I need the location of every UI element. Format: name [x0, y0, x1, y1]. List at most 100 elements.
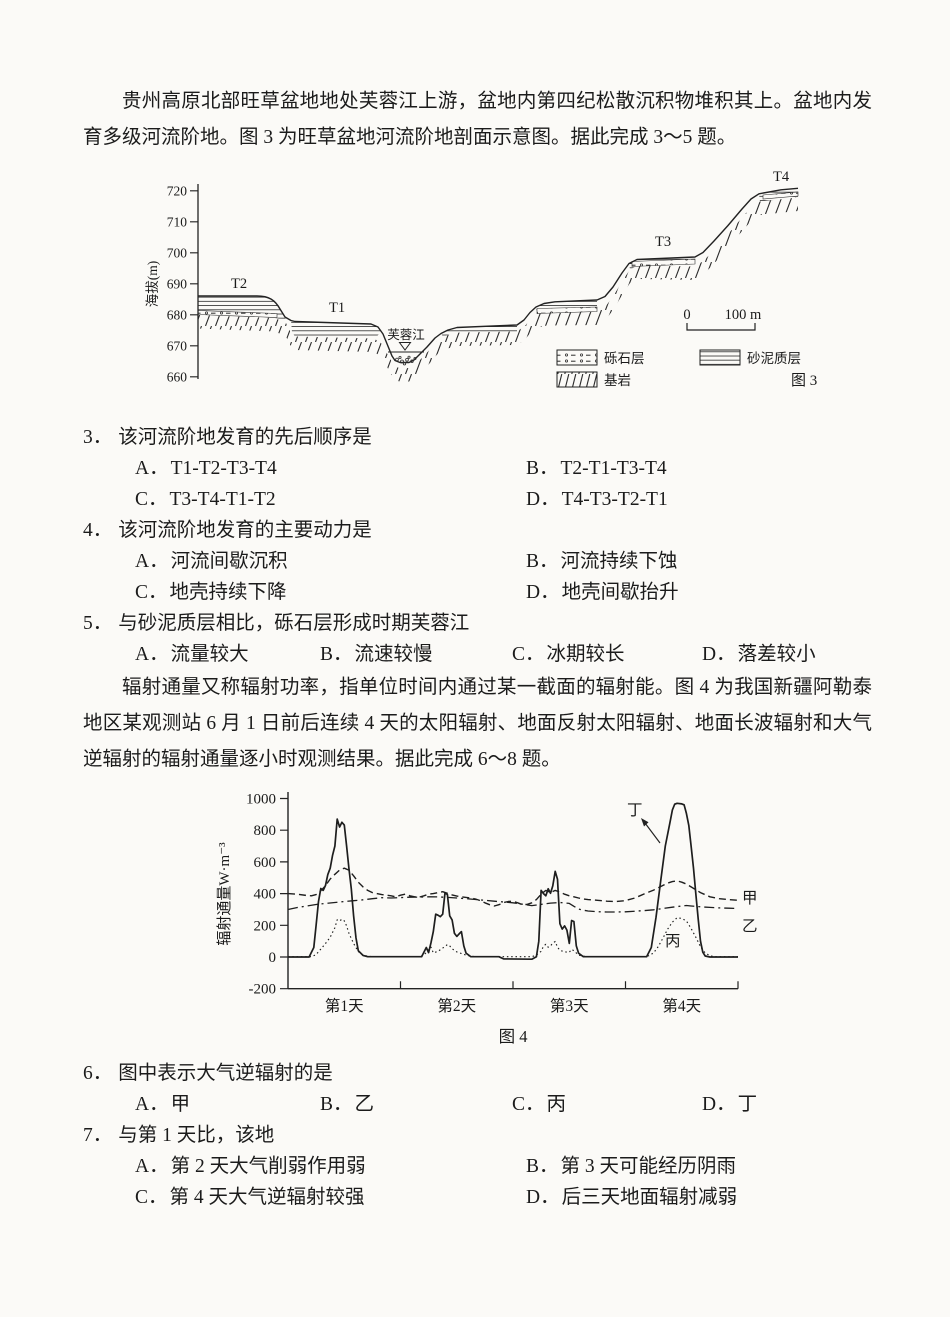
option-text: 流速较慢 — [354, 644, 433, 665]
option-label: B． — [320, 644, 353, 665]
option-text: T1-T2-T3-T4 — [170, 458, 277, 479]
f4-tick-1000: 1000 — [246, 792, 276, 808]
option-label: C． — [512, 1094, 545, 1115]
figure3-terrace-profile-diagram: 720 710 700 690 680 670 660 海拔(m) T2 T1 … — [145, 169, 817, 389]
question-number: 6． — [83, 1063, 113, 1084]
scale-hundred: 100 m — [725, 307, 762, 323]
question-heading: 4． 该河流阶地发育的主要动力是 — [83, 515, 872, 546]
intro-paragraph-radiation: 辐射通量又称辐射功率，指单位时间内通过某一截面的辐射能。图 4 为我国新疆阿勒泰… — [83, 677, 872, 770]
legend-gravel-label: 砾石层 — [604, 351, 645, 366]
question-text: 与砂泥质层相比，砾石层形成时期芙蓉江 — [118, 613, 470, 634]
question-heading: 7． 与第 1 天比，该地 — [83, 1120, 872, 1151]
option-text: 落差较小 — [737, 644, 816, 665]
option-4-B: B． 河流持续下蚀 — [526, 551, 678, 572]
label-t3: T3 — [655, 234, 671, 250]
question-5: 5． 与砂泥质层相比，砾石层形成时期芙蓉江 A． 流量较大 B． 流速较慢 C． 冰期较长 D．… — [83, 608, 872, 670]
river-water — [388, 342, 424, 366]
option-7-B: B．第 3 天可能经历阴雨 — [526, 1156, 736, 1177]
option-label: B． — [526, 551, 559, 572]
option-4-C: C． 地壳持续下降 — [135, 577, 526, 608]
option-7-D: D． 后三天地面辐射减弱 — [526, 1187, 737, 1208]
option-label: D． — [702, 644, 736, 665]
option-label: A． — [135, 551, 169, 572]
figure3-y-axis-label: 海拔(m) — [145, 261, 160, 308]
terrain-surface-line — [198, 187, 799, 364]
option-text: T2-T1-T3-T4 — [560, 458, 667, 479]
option-text: 流量较大 — [170, 644, 249, 665]
gravel-layers — [197, 191, 799, 318]
label-t4: T4 — [773, 169, 790, 185]
question-6: 6． 图中表示大气逆辐射的是 A．甲 B．乙 C．丙 D．丁 — [83, 1058, 872, 1120]
series-line-甲 — [287, 867, 739, 907]
question-text: 该河流阶地发育的主要动力是 — [118, 520, 372, 541]
figure3-y-axis: 720 710 700 690 680 670 660 海拔(m) — [145, 183, 199, 384]
series-label-yi: 乙 — [742, 918, 758, 935]
ding-arrowhead — [641, 818, 649, 827]
option-label: D． — [702, 1094, 736, 1115]
options-row: C． T3-T4-T1-T2 D． T4-T3-T2-T1 — [83, 484, 872, 515]
option-text: 冰期较长 — [546, 644, 625, 665]
option-label: C． — [135, 489, 168, 510]
legend-sandmud-label: 砂泥质层 — [747, 351, 801, 366]
option-6-C: C．丙 — [512, 1089, 702, 1120]
figure3-caption: 图 3 — [791, 372, 817, 389]
figure4-x-labels: 第1天 第2天 第3天 第4天 — [325, 997, 701, 1015]
option-label: C． — [135, 582, 168, 603]
option-label: C． — [135, 1187, 168, 1208]
figure4-caption: 图 4 — [499, 1027, 528, 1046]
figure3: 720 710 700 690 680 670 660 海拔(m) T2 T1 … — [143, 166, 872, 412]
option-label: A． — [135, 1156, 169, 1177]
y-tick-690: 690 — [167, 276, 188, 291]
option-7-C: C．第 4 天大气逆辐射较强 — [135, 1182, 526, 1213]
series-line-乙 — [287, 896, 739, 913]
figure4-y-ticks: 1000 800 600 400 200 0 -200 — [246, 792, 276, 998]
questions-3-5: 3． 该河流阶地发育的先后顺序是 A． T1-T2-T3-T4 B． T2-T1-T3-T… — [83, 422, 872, 670]
option-3-C: C． T3-T4-T1-T2 — [135, 484, 526, 515]
question-number: 7． — [83, 1125, 113, 1146]
option-text: 第 2 天大气削弱作用弱 — [170, 1156, 366, 1177]
label-t1: T1 — [329, 300, 345, 316]
f4-tick-neg200: -200 — [249, 982, 277, 998]
options-row: A． T1-T2-T3-T4 B． T2-T1-T3-T4 — [83, 453, 872, 484]
question-text: 图中表示大气逆辐射的是 — [118, 1063, 333, 1084]
option-label: B． — [320, 1094, 353, 1115]
series-label-jia: 甲 — [742, 890, 758, 907]
y-tick-710: 710 — [167, 214, 188, 229]
ding-arrow — [644, 822, 661, 844]
option-text: 地壳间歇抬升 — [561, 582, 679, 603]
option-label: D． — [526, 582, 560, 603]
figure4-y-axis-label: 辐射通量W·m⁻³ — [216, 842, 233, 946]
options-row: A． 河流间歇沉积 B． 河流持续下蚀 — [83, 546, 872, 577]
options-row: A．第 2 天大气削弱作用弱 B．第 3 天可能经历阴雨 — [83, 1151, 872, 1182]
option-5-B: B． 流速较慢 — [320, 639, 512, 670]
option-text: T4-T3-T2-T1 — [561, 489, 668, 510]
x-label-day3: 第3天 — [550, 997, 589, 1015]
f4-tick-200: 200 — [254, 918, 277, 934]
f4-tick-0: 0 — [269, 950, 277, 966]
scale-zero: 0 — [683, 307, 690, 323]
chart-series-group — [287, 802, 739, 961]
question-number: 3． — [83, 427, 113, 448]
option-text: 河流持续下蚀 — [560, 551, 678, 572]
option-6-B: B．乙 — [320, 1089, 512, 1120]
legend-sandmud-swatch — [699, 349, 741, 366]
option-4-A: A． 河流间歇沉积 — [135, 546, 526, 577]
figure3-legend: 砾石层 砂泥质层 基岩 — [556, 349, 801, 388]
legend-gravel-swatch — [556, 349, 598, 366]
option-text: 后三天地面辐射减弱 — [561, 1187, 738, 1208]
option-3-D: D． T4-T3-T2-T1 — [526, 489, 668, 510]
option-text: 乙 — [354, 1094, 375, 1115]
option-6-D: D．丁 — [702, 1089, 757, 1120]
question-7: 7． 与第 1 天比，该地 A．第 2 天大气削弱作用弱 B．第 3 天可能经历阴雨 C… — [83, 1120, 872, 1213]
y-tick-670: 670 — [167, 338, 188, 353]
option-5-C: C． 冰期较长 — [512, 639, 702, 670]
f4-tick-600: 600 — [254, 855, 277, 871]
option-text: 第 4 天大气逆辐射较强 — [169, 1187, 365, 1208]
figure4-axes — [280, 792, 739, 990]
option-text: 甲 — [170, 1094, 191, 1115]
option-label: D． — [526, 1187, 560, 1208]
f4-tick-400: 400 — [254, 887, 277, 903]
option-6-A: A．甲 — [135, 1089, 320, 1120]
options-row: A．甲 B．乙 C．丙 D．丁 — [83, 1089, 872, 1120]
question-number: 5． — [83, 613, 113, 634]
